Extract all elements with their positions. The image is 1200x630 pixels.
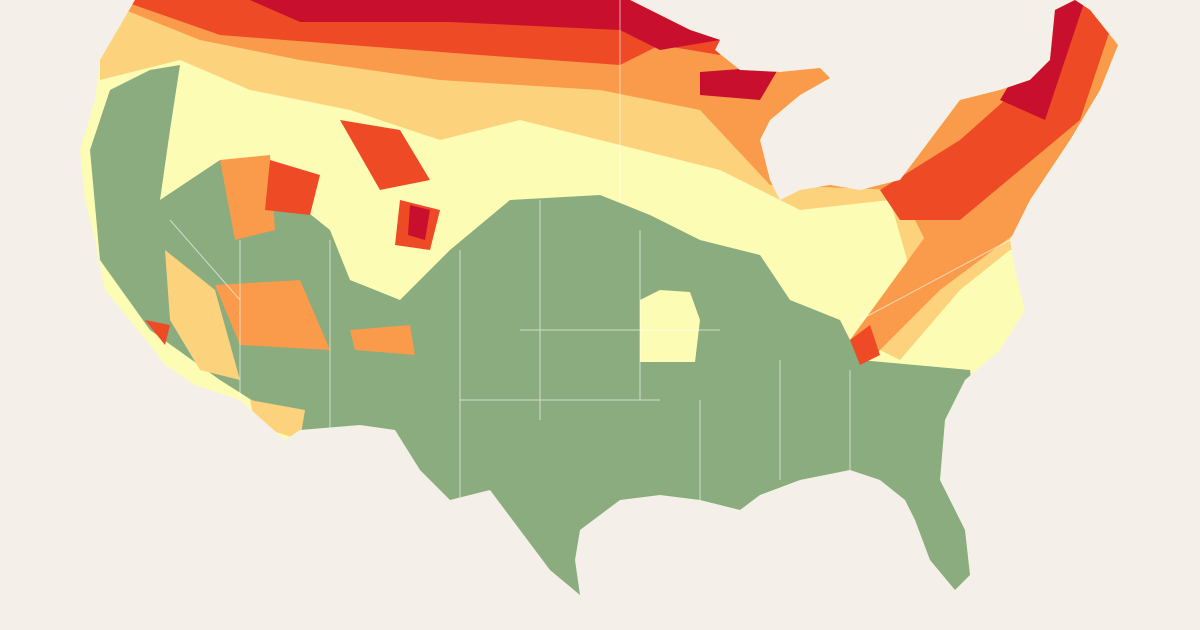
region-red [120,0,1118,365]
region-dark-red [250,0,1085,240]
state-borders [169,0,1011,595]
region-green [90,65,1000,595]
region-orange-west [215,155,415,355]
region-light-orange-southwest [165,250,305,440]
region-yellow-illinois [640,290,700,362]
